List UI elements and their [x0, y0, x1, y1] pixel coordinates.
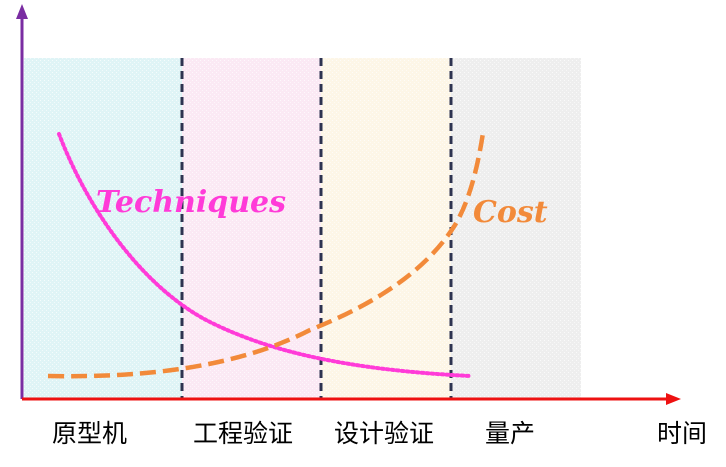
phase-bands: [24, 58, 581, 399]
y-axis: [16, 4, 28, 399]
phase-band-texture: [24, 58, 581, 399]
phase-label-mass-production: 量产: [485, 419, 536, 448]
x-axis-label: 时间: [657, 419, 708, 448]
phase-label-engineering-validation: 工程验证: [193, 419, 294, 448]
cost-curve: [47, 132, 486, 379]
x-axis: [22, 393, 681, 405]
cost-label: Cost: [473, 195, 548, 230]
techniques-curve: [57, 132, 472, 378]
phase-label-prototype: 原型机: [52, 419, 128, 448]
techniques-label: Techniques: [96, 185, 286, 220]
y-axis-arrow-icon: [16, 4, 28, 19]
phase-label-design-validation: 设计验证: [334, 419, 435, 448]
x-axis-arrow-icon: [666, 393, 681, 405]
